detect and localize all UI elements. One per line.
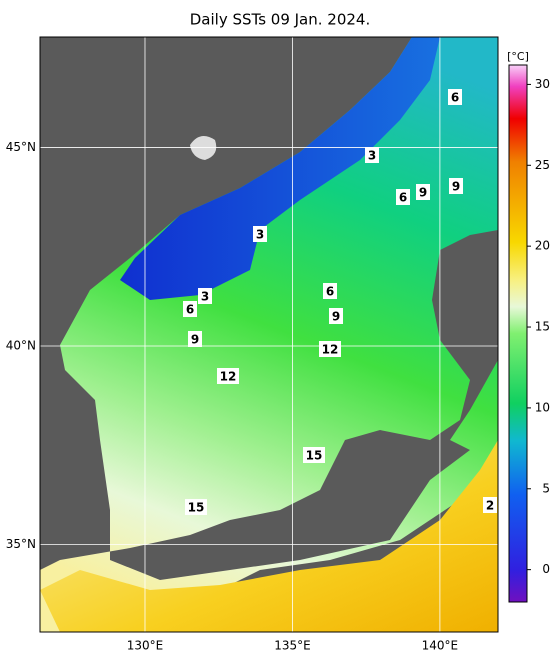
contour-label: 12: [220, 370, 237, 384]
contour-label-box: [183, 301, 197, 317]
contour-label: 15: [306, 449, 323, 463]
contour-label: 6: [399, 191, 407, 205]
cold-water: [120, 37, 440, 300]
contour-label: 9: [332, 310, 340, 324]
contour-label: 6: [186, 303, 194, 317]
warm-water: [40, 440, 498, 632]
contour-label: 3: [256, 228, 264, 242]
contour-label-box: [416, 184, 430, 200]
contour-label-box: [185, 499, 207, 515]
contour-label-box: [365, 147, 379, 163]
lat-tick-label: 40°N: [6, 339, 36, 353]
sea: [40, 37, 498, 632]
lake: [190, 136, 217, 160]
map-area: [40, 37, 498, 632]
lat-tick-label: 35°N: [6, 537, 36, 551]
colorbar-tick-label: 10: [535, 400, 550, 414]
contour-label-box: [323, 283, 337, 299]
contour-label: 9: [452, 180, 460, 194]
title: Daily SSTs 09 Jan. 2024.: [190, 11, 370, 29]
colorbar-unit: [°C]: [507, 50, 529, 63]
colorbar-scale: [508, 64, 528, 603]
contour-label-box: [448, 89, 462, 105]
colorbar-tick-label: 30: [535, 77, 550, 91]
contour-label-box: [319, 341, 341, 357]
colorbar-tick-label: 5: [542, 481, 550, 495]
contour-label-box: [483, 497, 497, 513]
lon-tick-label: 140°E: [422, 639, 459, 653]
lon-tick-label: 130°E: [127, 639, 164, 653]
contour-label: 15: [188, 501, 205, 515]
contour-label: 9: [191, 333, 199, 347]
contour-label-box: [198, 288, 212, 304]
colorbar: [°C] 0 5 10 15 20 25 30: [507, 50, 550, 603]
contour-label-box: [253, 226, 267, 242]
lon-tick-label: 135°E: [274, 639, 311, 653]
contour-label: 9: [419, 186, 427, 200]
contour-label-box: [188, 331, 202, 347]
colorbar-tick-label: 15: [535, 320, 550, 334]
contour-label: 6: [451, 91, 459, 105]
contour-label-box: [217, 368, 239, 384]
lat-tick-label: 45°N: [6, 140, 36, 154]
contour-label: 3: [201, 290, 209, 304]
contour-label: 12: [322, 343, 339, 357]
colorbar-tick-label: 20: [535, 239, 550, 253]
contour-label-box: [303, 447, 325, 463]
contour-label: 2: [486, 499, 494, 513]
grid: [40, 37, 498, 632]
contour-label-box: [396, 189, 410, 205]
contour-label: 3: [368, 149, 376, 163]
contour-label: 6: [326, 285, 334, 299]
colorbar-tick-label: 25: [535, 158, 550, 172]
colorbar-tick-label: 0: [542, 562, 550, 576]
map-frame: [39, 36, 499, 633]
contour-label-box: [449, 178, 463, 194]
contour-label-box: [329, 308, 343, 324]
